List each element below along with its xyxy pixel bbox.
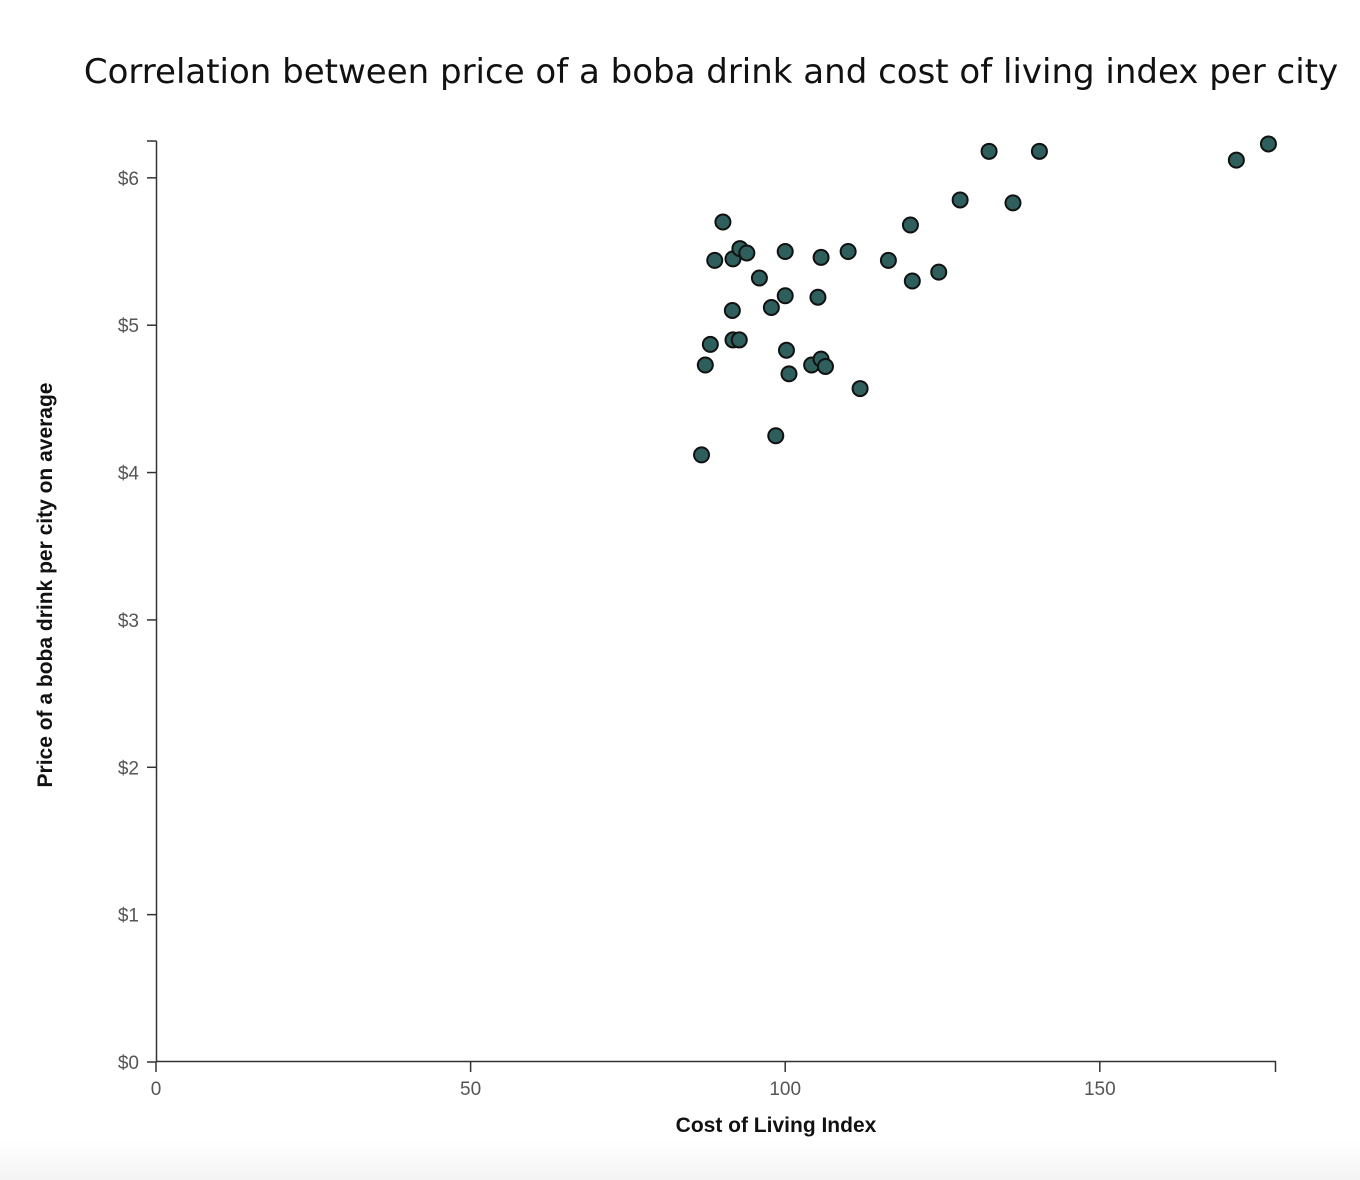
x-tick-label: 100 xyxy=(769,1079,801,1100)
data-point xyxy=(930,263,948,281)
y-axis-title: Price of a boba drink per city on averag… xyxy=(34,383,57,788)
data-point xyxy=(812,248,830,266)
data-point xyxy=(696,356,714,374)
data-point xyxy=(750,269,768,287)
data-point xyxy=(730,331,748,349)
data-point xyxy=(816,357,834,375)
y-tick-label: $0 xyxy=(118,1053,139,1074)
data-point xyxy=(762,299,780,317)
data-point xyxy=(901,216,919,234)
data-point xyxy=(776,287,794,305)
y-tick-label: $2 xyxy=(118,758,139,779)
y-tick-label: $1 xyxy=(118,906,139,927)
data-point xyxy=(1030,142,1048,160)
data-point xyxy=(693,446,711,464)
x-axis-title: Cost of Living Index xyxy=(676,1114,877,1137)
data-point xyxy=(723,301,741,319)
x-tick-label: 50 xyxy=(460,1079,481,1100)
data-point xyxy=(980,142,998,160)
data-points xyxy=(693,135,1277,464)
data-point xyxy=(706,251,724,269)
y-tick-label: $5 xyxy=(118,316,139,337)
data-point xyxy=(903,272,921,290)
x-tick-label: 0 xyxy=(151,1079,162,1100)
y-ticks: $0 $1 $2 $3 $4 $5 $6 xyxy=(118,169,157,1074)
data-point xyxy=(1004,194,1022,212)
data-point xyxy=(777,341,795,359)
data-point xyxy=(1259,135,1277,153)
data-point xyxy=(839,243,857,261)
chart-title: Correlation between price of a boba drin… xyxy=(84,52,1338,92)
data-point xyxy=(780,365,798,383)
y-tick-label: $3 xyxy=(118,611,139,632)
data-point xyxy=(809,288,827,306)
data-point xyxy=(714,213,732,231)
axes xyxy=(147,140,1277,1072)
data-point xyxy=(767,427,785,445)
data-point xyxy=(1227,151,1245,169)
y-tick-label: $4 xyxy=(118,464,140,485)
data-point xyxy=(776,243,794,261)
data-point xyxy=(738,244,756,262)
x-ticks: 0 50 100 150 xyxy=(151,1061,1116,1100)
data-point xyxy=(951,191,969,209)
data-point xyxy=(701,335,719,353)
x-tick-label: 150 xyxy=(1084,1079,1116,1100)
y-tick-label: $6 xyxy=(118,169,139,190)
data-point xyxy=(879,251,897,269)
bottom-fade xyxy=(0,1140,1360,1180)
data-point xyxy=(851,380,869,398)
